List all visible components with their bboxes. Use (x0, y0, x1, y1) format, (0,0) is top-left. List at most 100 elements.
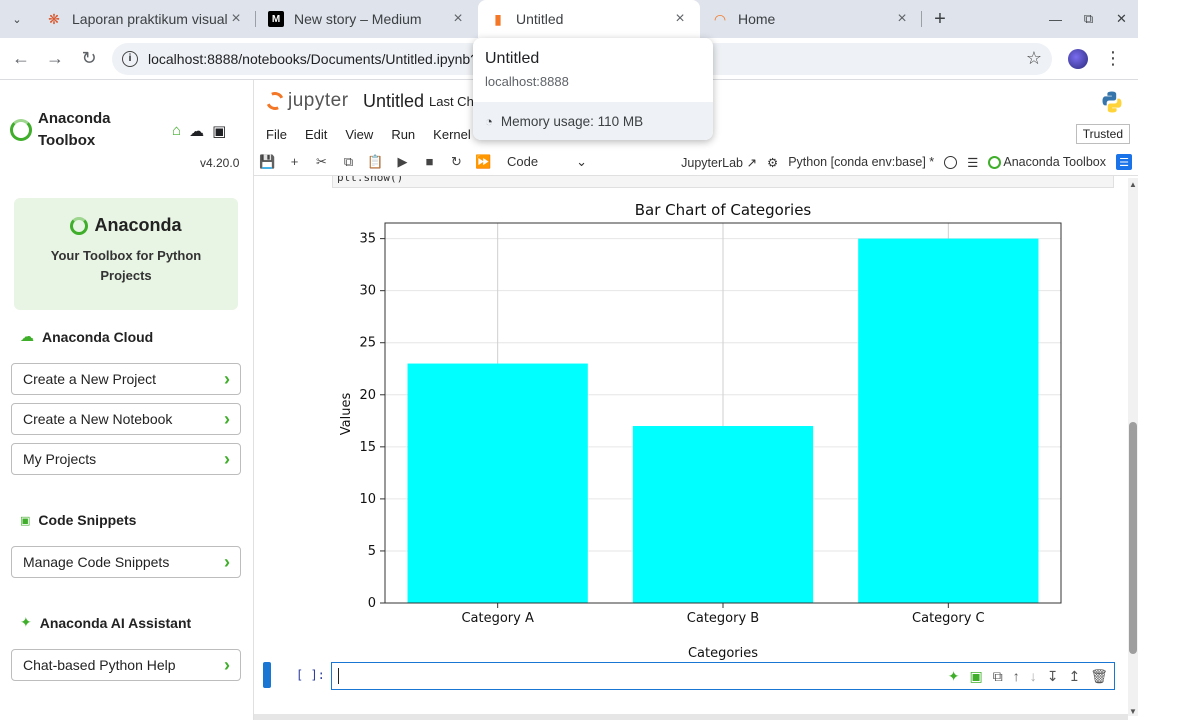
trusted-badge[interactable]: Trusted (1075, 124, 1130, 144)
chevron-right-icon: › (224, 654, 230, 675)
notebook-scrollbar[interactable]: ▲ ▼ (1128, 178, 1138, 716)
browser-tab-untitled[interactable]: ▮ Untitled × (478, 0, 700, 38)
copy-icon[interactable]: ⧉ (343, 153, 354, 169)
close-icon[interactable]: × (453, 10, 463, 27)
delete-icon[interactable]: 🗑 (1090, 668, 1108, 684)
notebook-title[interactable]: Untitled (363, 91, 425, 111)
jupyterlab-label: JupyterLab (681, 155, 744, 170)
sidebar-toggle-icon[interactable]: ☰ (1116, 154, 1132, 170)
sidebar-header: Anaconda Toolbox (10, 108, 128, 152)
text-caret (338, 668, 339, 684)
tab-hover-card: Untitled localhost:8888 ◔ Memory usage: … (473, 38, 713, 140)
hero-logo-text: Anaconda (94, 215, 182, 235)
cell-type-value: Code (507, 153, 539, 169)
home-icon[interactable]: ⌂ (172, 122, 182, 139)
tab-title: Untitled (516, 11, 564, 27)
menu-file[interactable]: File (266, 126, 287, 142)
menu-kernel[interactable]: Kernel (433, 126, 471, 142)
duplicate-icon[interactable]: ⧉ (992, 668, 1003, 684)
create-new-project-button[interactable]: Create a New Project › (11, 363, 241, 395)
anaconda-logo-icon (70, 216, 89, 235)
insert-above-icon[interactable]: ↧ (1046, 668, 1059, 684)
site-info-icon[interactable]: i (122, 50, 138, 67)
browser-margin (1138, 0, 1200, 720)
paste-icon[interactable]: 📋 (367, 153, 384, 169)
tab-title: New story – Medium (294, 11, 422, 27)
code-snippet-icon[interactable]: ▣ (969, 668, 983, 684)
cloud-icon[interactable]: ☁ (189, 123, 205, 140)
menu-run[interactable]: Run (391, 126, 416, 142)
close-icon[interactable]: × (231, 10, 241, 27)
section-title: Anaconda AI Assistant (39, 614, 192, 631)
bar-chart: Bar Chart of Categories Values Categorie… (339, 201, 1062, 661)
new-tab-button[interactable]: + (934, 7, 946, 30)
bookmark-star-icon[interactable]: ☆ (1025, 48, 1042, 68)
jupyter-logo-text: jupyter (288, 90, 349, 111)
minimize-icon[interactable]: — (1049, 11, 1062, 27)
tab-search-button[interactable]: ⌄ (12, 13, 22, 26)
scrollbar-thumb[interactable] (1129, 422, 1137, 654)
browser-tab-home[interactable]: ◠ Home × (700, 0, 922, 38)
hero-subtitle: Your Toolbox for Python Projects (50, 248, 202, 283)
y-tick-label: 30 (359, 284, 376, 299)
manage-code-snippets-button[interactable]: Manage Code Snippets › (11, 546, 241, 578)
active-cell-indicator (263, 662, 271, 688)
close-window-icon[interactable]: ✕ (1116, 11, 1127, 26)
jupyter-logo[interactable]: jupyter (263, 89, 349, 113)
browser-tab-medium[interactable]: M New story – Medium × (256, 0, 478, 38)
forward-icon[interactable]: → (46, 48, 64, 68)
y-tick-label: 5 (368, 544, 376, 559)
my-projects-button[interactable]: My Projects › (11, 443, 241, 475)
add-cell-icon[interactable]: + (290, 154, 299, 169)
menu-view[interactable]: View (345, 126, 374, 142)
kernel-name[interactable]: Python [conda env:base] * (788, 155, 935, 169)
move-down-icon[interactable]: ↓ (1029, 668, 1037, 684)
close-icon[interactable]: × (675, 10, 685, 27)
button-label: Manage Code Snippets (23, 554, 170, 570)
chevron-right-icon: › (224, 551, 230, 572)
y-tick-label: 25 (359, 336, 376, 351)
jupyterlab-link[interactable]: JupyterLab ↗ (681, 155, 757, 170)
scroll-down-icon[interactable]: ▼ (1129, 707, 1137, 716)
bar-3 (858, 238, 1039, 603)
browser-menu-icon[interactable]: ⋮ (1104, 48, 1122, 68)
browser-tab-laporan[interactable]: ❋ Laporan praktikum visual × (34, 0, 256, 38)
button-label: Create a New Project (23, 371, 157, 387)
menu-edit[interactable]: Edit (304, 126, 328, 142)
save-icon[interactable]: 💾 (259, 153, 276, 169)
profile-avatar[interactable] (1068, 48, 1088, 69)
close-icon[interactable]: × (897, 10, 907, 27)
reload-icon[interactable]: ↻ (81, 48, 97, 68)
back-icon[interactable]: ← (12, 48, 30, 68)
menu-lines-icon[interactable]: ☰ (967, 155, 979, 170)
insert-below-icon[interactable]: ↥ (1068, 668, 1081, 684)
code-icon[interactable]: ▣ (212, 123, 227, 140)
move-up-icon[interactable]: ↑ (1012, 668, 1020, 684)
restart-icon[interactable]: ↻ (451, 153, 462, 169)
notebook-area: plt.show() Bar Chart of Categories Value… (254, 176, 1128, 714)
x-tick-label: Category A (461, 611, 534, 626)
bar-1 (407, 363, 588, 603)
jupyter-icon: ◠ (714, 10, 726, 27)
cell-type-select[interactable]: Code ⌄ (507, 154, 587, 170)
button-label: Chat-based Python Help (23, 657, 176, 673)
scroll-up-icon[interactable]: ▲ (1129, 180, 1137, 189)
cut-icon[interactable]: ✂ (316, 153, 327, 169)
bug-icon[interactable]: ⚙ (766, 155, 779, 170)
chart-ylabel: Values (339, 393, 354, 436)
fast-forward-icon[interactable]: ⏩ (475, 153, 492, 169)
chart-axes: 0 5 10 15 20 25 30 35 Category A Category B Catego… (359, 222, 1062, 626)
stop-icon[interactable]: ■ (425, 154, 434, 169)
anaconda-toolbox-button[interactable]: Anaconda Toolbox (988, 155, 1106, 169)
url-text[interactable]: localhost:8888/notebooks/Documents/Untit… (148, 50, 478, 67)
hero-card: Anaconda Your Toolbox for Python Project… (14, 198, 238, 310)
run-icon[interactable]: ▶ (397, 153, 408, 169)
ai-sparkle-icon[interactable]: ✦ (947, 668, 960, 684)
code-cell-input[interactable]: ✦ ▣ ⧉ ↑ ↓ ↧ ↥ 🗑 (331, 662, 1115, 690)
anaconda-toolbox-label: Anaconda Toolbox (1003, 155, 1106, 169)
chat-python-help-button[interactable]: Chat-based Python Help › (11, 649, 241, 681)
asterisk-icon: ❋ (48, 10, 60, 27)
restore-icon[interactable]: ⧉ (1083, 11, 1094, 26)
create-new-notebook-button[interactable]: Create a New Notebook › (11, 403, 241, 435)
window-controls: — ⧉ ✕ (1039, 0, 1138, 38)
